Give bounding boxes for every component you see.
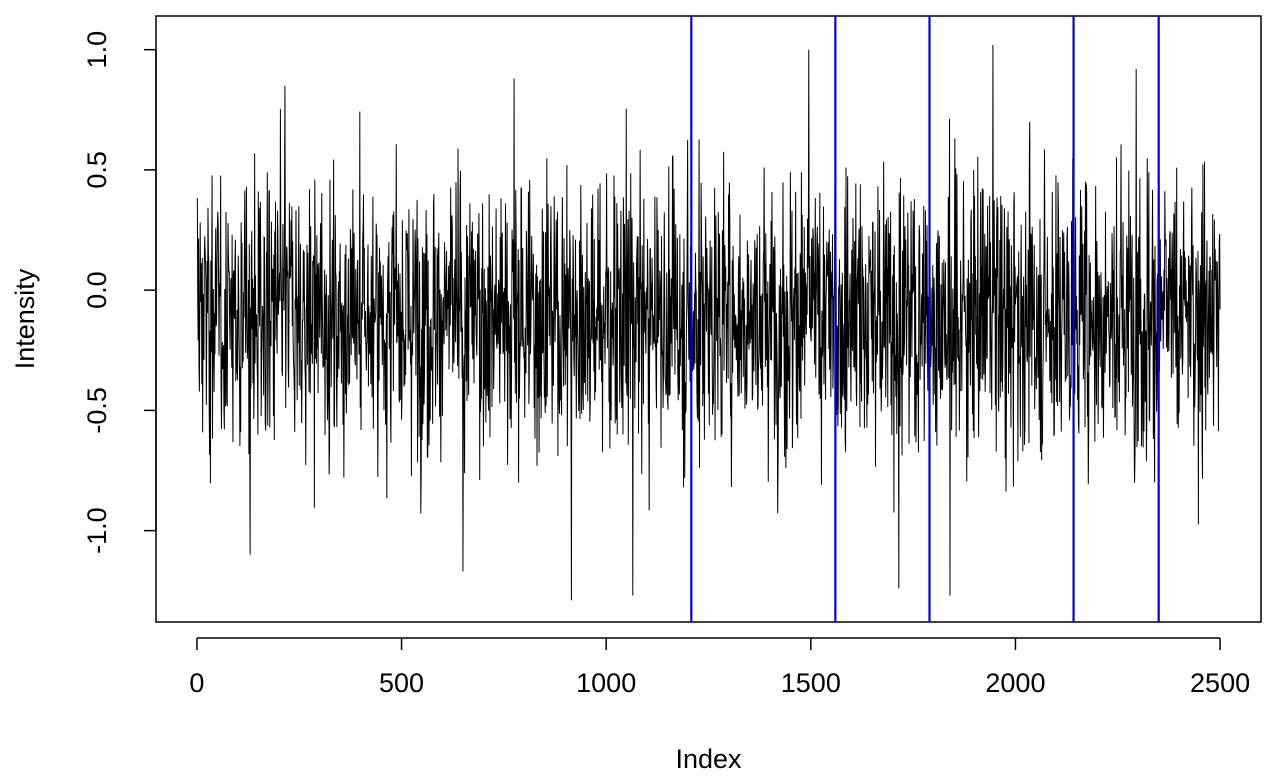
x-axis-title: Index xyxy=(675,744,742,774)
x-tick-label: 0 xyxy=(189,668,204,698)
changepoint-lines xyxy=(690,16,1160,622)
y-tick-label: 1.0 xyxy=(82,31,112,69)
y-axis-title: Intensity xyxy=(10,268,40,369)
intensity-series-line xyxy=(196,44,1221,601)
y-tick-label: -1.0 xyxy=(82,507,112,554)
x-tick-label: 1000 xyxy=(576,668,636,698)
x-tick-label: 1500 xyxy=(781,668,841,698)
x-tick-label: 2500 xyxy=(1190,668,1250,698)
x-tick-label: 500 xyxy=(379,668,424,698)
y-tick-label: -0.5 xyxy=(82,387,112,434)
y-axis: -1.0 -0.5 0.0 0.5 1.0 xyxy=(82,31,157,554)
x-tick-label: 2000 xyxy=(985,668,1045,698)
x-axis: 0 500 1000 1500 2000 2500 xyxy=(189,637,1250,698)
y-tick-label: 0.5 xyxy=(82,151,112,189)
y-tick-label: 0.0 xyxy=(82,271,112,309)
series-layer xyxy=(196,44,1221,601)
